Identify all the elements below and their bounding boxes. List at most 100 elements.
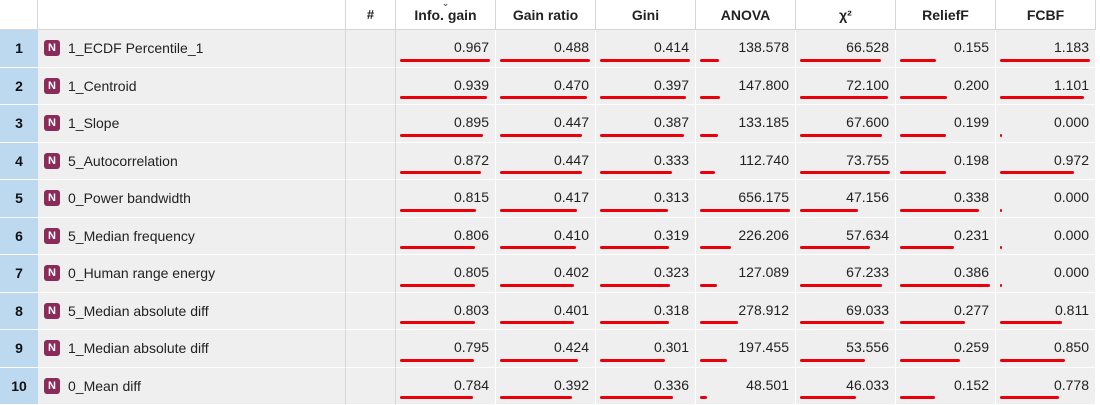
score-cell-relieff[interactable]: 0.155 xyxy=(896,30,996,68)
score-cell-anova[interactable]: 278.912 xyxy=(696,292,796,330)
score-cell-gini[interactable]: 0.414 xyxy=(596,30,696,68)
score-cell-relieff[interactable]: 0.259 xyxy=(896,330,996,368)
score-cell-chi2[interactable]: 57.634 xyxy=(796,217,896,255)
score-cell-gain-ratio[interactable]: 0.447 xyxy=(496,142,596,180)
score-cell-relieff[interactable]: 0.199 xyxy=(896,105,996,143)
score-cell-gini[interactable]: 0.333 xyxy=(596,142,696,180)
score-cell-anova[interactable]: 197.455 xyxy=(696,330,796,368)
feature-name-cell[interactable]: N 1_ECDF Percentile_1 xyxy=(38,30,346,68)
score-cell-info-gain[interactable]: 0.795 xyxy=(396,330,496,368)
score-cell-relieff[interactable]: 0.386 xyxy=(896,255,996,293)
score-cell-info-gain[interactable]: 0.805 xyxy=(396,255,496,293)
score-cell-chi2[interactable]: 69.033 xyxy=(796,292,896,330)
score-cell-anova[interactable]: 656.175 xyxy=(696,180,796,218)
score-cell-fcbf[interactable]: 0.000 xyxy=(996,180,1096,218)
header-relieff[interactable]: ReliefF xyxy=(896,0,996,30)
score-cell-chi2[interactable]: 47.156 xyxy=(796,180,896,218)
score-cell-gini[interactable]: 0.313 xyxy=(596,180,696,218)
feature-name-cell[interactable]: N 1_Median absolute diff xyxy=(38,330,346,368)
score-cell-fcbf[interactable]: 1.101 xyxy=(996,67,1096,105)
score-cell-info-gain[interactable]: 0.967 xyxy=(396,30,496,68)
row-index[interactable]: 10 xyxy=(0,367,38,405)
score-cell-chi2[interactable]: 53.556 xyxy=(796,330,896,368)
score-cell-gain-ratio[interactable]: 0.417 xyxy=(496,180,596,218)
score-cell-info-gain[interactable]: 0.895 xyxy=(396,105,496,143)
row-index[interactable]: 9 xyxy=(0,330,38,368)
score-cell-anova[interactable]: 127.089 xyxy=(696,255,796,293)
feature-name-cell[interactable]: N 5_Median frequency xyxy=(38,217,346,255)
score-cell-anova[interactable]: 226.206 xyxy=(696,217,796,255)
score-cell-gini[interactable]: 0.323 xyxy=(596,255,696,293)
header-hash[interactable]: # xyxy=(346,0,396,30)
score-cell-chi2[interactable]: 66.528 xyxy=(796,30,896,68)
header-name[interactable] xyxy=(38,0,346,30)
score-cell-fcbf[interactable]: 0.000 xyxy=(996,255,1096,293)
score-cell-chi2[interactable]: 67.233 xyxy=(796,255,896,293)
header-gini[interactable]: Gini xyxy=(596,0,696,30)
score-cell-relieff[interactable]: 0.200 xyxy=(896,67,996,105)
score-cell-gain-ratio[interactable]: 0.488 xyxy=(496,30,596,68)
score-cell-fcbf[interactable]: 0.850 xyxy=(996,330,1096,368)
score-cell-fcbf[interactable]: 0.000 xyxy=(996,217,1096,255)
score-cell-anova[interactable]: 147.800 xyxy=(696,67,796,105)
feature-name-cell[interactable]: N 5_Median absolute diff xyxy=(38,292,346,330)
score-cell-gini[interactable]: 0.319 xyxy=(596,217,696,255)
score-cell-gini[interactable]: 0.318 xyxy=(596,292,696,330)
score-cell-fcbf[interactable]: 0.811 xyxy=(996,292,1096,330)
score-cell-fcbf[interactable]: 0.972 xyxy=(996,142,1096,180)
row-index[interactable]: 2 xyxy=(0,67,38,105)
score-cell-gain-ratio[interactable]: 0.410 xyxy=(496,217,596,255)
score-cell-info-gain[interactable]: 0.803 xyxy=(396,292,496,330)
feature-name-cell[interactable]: N 1_Slope xyxy=(38,105,346,143)
score-cell-info-gain[interactable]: 0.784 xyxy=(396,367,496,405)
score-cell-relieff[interactable]: 0.198 xyxy=(896,142,996,180)
score-cell-anova[interactable]: 112.740 xyxy=(696,142,796,180)
score-cell-chi2[interactable]: 67.600 xyxy=(796,105,896,143)
header-fcbf[interactable]: FCBF xyxy=(996,0,1096,30)
header-anova[interactable]: ANOVA xyxy=(696,0,796,30)
row-index[interactable]: 7 xyxy=(0,255,38,293)
feature-name-cell[interactable]: N 5_Autocorrelation xyxy=(38,142,346,180)
score-cell-chi2[interactable]: 72.100 xyxy=(796,67,896,105)
score-cell-chi2[interactable]: 46.033 xyxy=(796,367,896,405)
score-cell-gini[interactable]: 0.387 xyxy=(596,105,696,143)
score-cell-chi2[interactable]: 73.755 xyxy=(796,142,896,180)
score-cell-gain-ratio[interactable]: 0.424 xyxy=(496,330,596,368)
score-cell-info-gain[interactable]: 0.939 xyxy=(396,67,496,105)
row-index[interactable]: 4 xyxy=(0,142,38,180)
score-cell-gini[interactable]: 0.397 xyxy=(596,67,696,105)
row-index[interactable]: 1 xyxy=(0,30,38,68)
header-chi2[interactable]: χ² xyxy=(796,0,896,30)
feature-name-cell[interactable]: N 0_Human range energy xyxy=(38,255,346,293)
score-cell-gini[interactable]: 0.301 xyxy=(596,330,696,368)
score-cell-fcbf[interactable]: 0.778 xyxy=(996,367,1096,405)
feature-name-cell[interactable]: N 0_Power bandwidth xyxy=(38,180,346,218)
feature-name-cell[interactable]: N 0_Mean diff xyxy=(38,367,346,405)
score-cell-relieff[interactable]: 0.338 xyxy=(896,180,996,218)
score-cell-gain-ratio[interactable]: 0.447 xyxy=(496,105,596,143)
score-cell-relieff[interactable]: 0.277 xyxy=(896,292,996,330)
score-cell-fcbf[interactable]: 0.000 xyxy=(996,105,1096,143)
row-index[interactable]: 8 xyxy=(0,292,38,330)
row-index[interactable]: 5 xyxy=(0,180,38,218)
score-cell-gain-ratio[interactable]: 0.401 xyxy=(496,292,596,330)
score-cell-anova[interactable]: 138.578 xyxy=(696,30,796,68)
score-cell-relieff[interactable]: 0.231 xyxy=(896,217,996,255)
header-info-gain[interactable]: ⌄ Info. gain xyxy=(396,0,496,30)
score-cell-info-gain[interactable]: 0.872 xyxy=(396,142,496,180)
feature-name-cell[interactable]: N 1_Centroid xyxy=(38,67,346,105)
score-cell-relieff[interactable]: 0.152 xyxy=(896,367,996,405)
row-index[interactable]: 6 xyxy=(0,217,38,255)
score-cell-gain-ratio[interactable]: 0.470 xyxy=(496,67,596,105)
header-gain-ratio[interactable]: Gain ratio xyxy=(496,0,596,30)
score-cell-anova[interactable]: 48.501 xyxy=(696,367,796,405)
score-cell-fcbf[interactable]: 1.183 xyxy=(996,30,1096,68)
row-index[interactable]: 3 xyxy=(0,105,38,143)
score-cell-gain-ratio[interactable]: 0.402 xyxy=(496,255,596,293)
score-cell-gain-ratio[interactable]: 0.392 xyxy=(496,367,596,405)
score-cell-anova[interactable]: 133.185 xyxy=(696,105,796,143)
score-cell-gini[interactable]: 0.336 xyxy=(596,367,696,405)
score-cell-info-gain[interactable]: 0.806 xyxy=(396,217,496,255)
score-bar xyxy=(700,133,719,137)
score-cell-info-gain[interactable]: 0.815 xyxy=(396,180,496,218)
